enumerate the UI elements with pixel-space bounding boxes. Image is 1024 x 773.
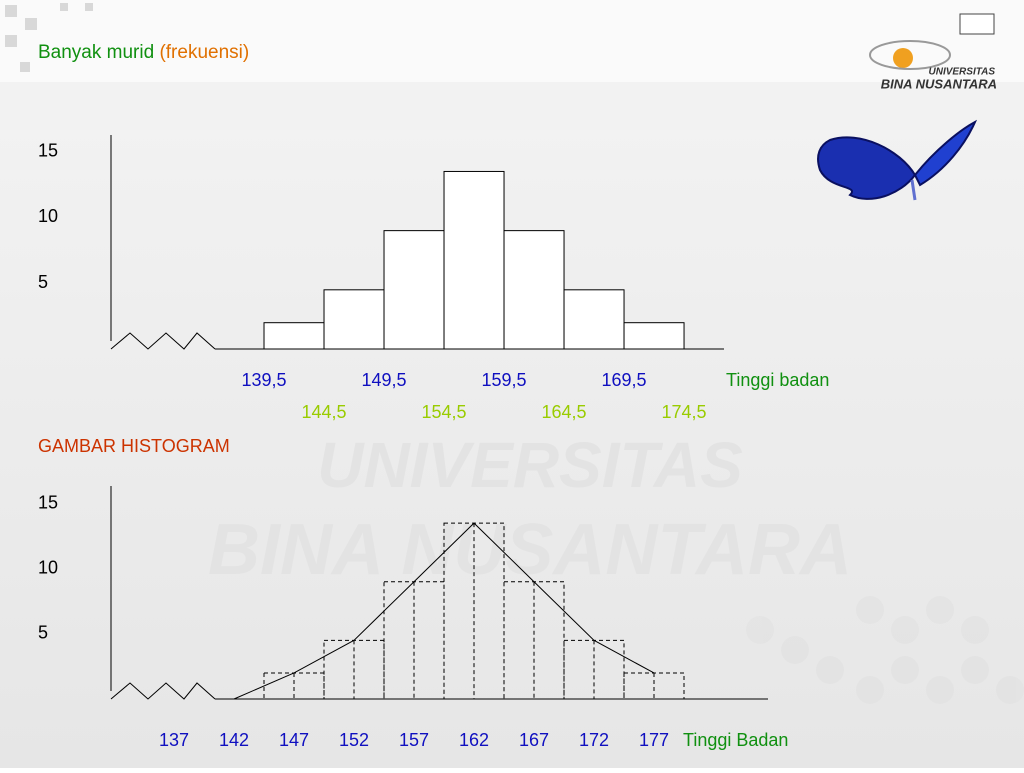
bar xyxy=(563,289,625,350)
y-tick-label: 15 xyxy=(38,140,58,160)
y-tick-label: 10 xyxy=(38,557,58,577)
bar xyxy=(263,322,325,350)
x-tick-label: 137 xyxy=(159,730,189,750)
x-tick-label: 159,5 xyxy=(482,370,527,390)
bar xyxy=(503,230,565,350)
axis-breaks xyxy=(110,332,216,700)
bar xyxy=(383,230,445,350)
title-main: Banyak murid xyxy=(38,42,154,63)
frequency-polygon xyxy=(233,522,655,700)
butterfly xyxy=(817,119,978,201)
x-tick-label: 177 xyxy=(639,730,669,750)
logo: UNIVERSITAS BINA NUSANTARA xyxy=(869,13,997,91)
x-tick-label: 169,5 xyxy=(602,370,647,390)
x-tick-label: 162 xyxy=(459,730,489,750)
logo-top: UNIVERSITAS xyxy=(929,67,996,78)
x-tick-label: 164,5 xyxy=(542,402,587,422)
watermark: BINA NUSANTARA xyxy=(208,510,852,590)
y-tick-label: 10 xyxy=(38,206,58,226)
x-tick-label: 172 xyxy=(579,730,609,750)
y-tick-label: 5 xyxy=(38,272,48,292)
title-note: (frekuensi) xyxy=(159,42,249,63)
corner-squares xyxy=(5,3,93,72)
y-tick-label: 5 xyxy=(38,623,48,643)
x-tick-label: 144,5 xyxy=(301,402,346,422)
hex-pattern xyxy=(746,596,1024,704)
logo-bottom: BINA NUSANTARA xyxy=(881,76,997,91)
chart-title: GAMBAR HISTOGRAM xyxy=(38,436,230,456)
watermark: UNIVERSITAS xyxy=(317,429,743,501)
x-tick-label: 152 xyxy=(339,730,369,750)
x-axis-label: Tinggi badan xyxy=(726,370,829,390)
x-tick-label: 167 xyxy=(519,730,549,750)
x-tick-label: 174,5 xyxy=(662,402,707,422)
x-tick-label: 142 xyxy=(219,730,249,750)
title: Banyak murid (frekuensi) xyxy=(38,42,249,63)
x-tick-label: 149,5 xyxy=(361,370,406,390)
x-tick-label: 147 xyxy=(279,730,309,750)
x-axis-label: Tinggi Badan xyxy=(683,730,788,750)
x-tick-label: 157 xyxy=(399,730,429,750)
x-tick-label: 154,5 xyxy=(421,402,466,422)
bar xyxy=(623,322,685,350)
bar xyxy=(443,170,505,350)
x-tick-label: 139,5 xyxy=(241,370,286,390)
bar xyxy=(323,289,385,350)
y-tick-label: 15 xyxy=(38,492,58,512)
header-band xyxy=(0,0,1024,82)
